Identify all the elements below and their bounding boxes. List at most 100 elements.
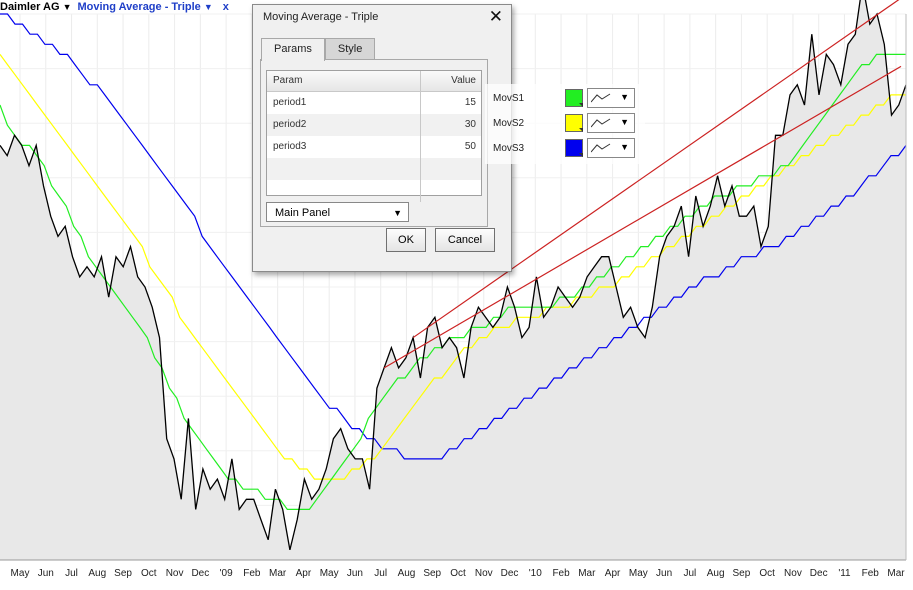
chevron-down-icon: ▼ [620, 92, 629, 102]
color-swatch[interactable] [565, 139, 583, 157]
param-name: period2 [267, 114, 421, 136]
cancel-button[interactable]: Cancel [435, 228, 495, 252]
moving-average-dialog: Moving Average - Triple ✕ Params Style P… [252, 4, 512, 272]
x-tick-label: Nov [166, 568, 184, 579]
chart-toolbar: Daimler AG ▼ Moving Average - Triple ▼ x [0, 0, 229, 14]
x-tick-label: Jun [347, 568, 363, 579]
study-label: Moving Average - Triple [77, 1, 201, 13]
empty-cell [421, 180, 481, 202]
x-tick-label: Jul [65, 568, 78, 579]
x-tick-label: May [320, 568, 339, 579]
resistance-trendline [412, 0, 900, 339]
table-row [267, 158, 481, 180]
x-tick-label: May [629, 568, 648, 579]
x-tick-label: Mar [578, 568, 596, 579]
line-style-icon [591, 143, 611, 153]
chevron-down-icon: ▼ [393, 208, 402, 218]
x-tick-label: Jun [38, 568, 54, 579]
params-panel: Param Value period1 15 period2 30 period… [260, 59, 488, 227]
param-name: period1 [267, 92, 421, 114]
empty-cell [267, 180, 421, 202]
empty-cell [421, 158, 481, 180]
x-tick-label: '11 [838, 568, 851, 579]
x-tick-label: Oct [759, 568, 775, 579]
color-swatch[interactable] [565, 114, 583, 132]
symbol-label: Daimler AG [0, 1, 60, 13]
line-style-icon [591, 118, 611, 128]
x-tick-label: Mar [269, 568, 287, 579]
x-tick-label: Oct [450, 568, 466, 579]
value-column-header[interactable]: Value [451, 75, 476, 86]
params-table: Param Value period1 15 period2 30 period… [266, 70, 482, 202]
support-trendline [383, 65, 902, 369]
color-swatch[interactable] [565, 89, 583, 107]
remove-study-button[interactable]: x [222, 1, 229, 13]
param-name: period3 [267, 136, 421, 158]
table-row[interactable]: period2 30 [267, 114, 481, 136]
x-tick-label: Feb [552, 568, 570, 579]
x-tick-label: May [11, 568, 30, 579]
x-tick-label: Aug [707, 568, 725, 579]
table-row [267, 180, 481, 202]
param-value[interactable]: 50 [464, 141, 476, 152]
series-style-panel: MovS1 ▼ MovS2 ▼ MovS3 ▼ [485, 84, 645, 164]
line-style-select[interactable]: ▼ [587, 113, 635, 133]
x-tick-label: '09 [220, 568, 233, 579]
line-style-select[interactable]: ▼ [587, 138, 635, 158]
table-row[interactable]: period1 15 [267, 92, 481, 114]
x-tick-label: '10 [529, 568, 542, 579]
close-icon[interactable]: ✕ [488, 7, 503, 26]
chevron-down-icon: ▼ [620, 142, 629, 152]
series-style-row: MovS2 ▼ [493, 112, 635, 134]
x-tick-label: Jun [656, 568, 672, 579]
series-style-row: MovS1 ▼ [493, 87, 635, 109]
x-tick-label: Nov [784, 568, 802, 579]
line-style-icon [591, 93, 611, 103]
x-tick-label: Mar [887, 568, 905, 579]
price-area [0, 0, 906, 560]
param-column-header[interactable]: Param [267, 71, 421, 91]
line-style-select[interactable]: ▼ [587, 88, 635, 108]
x-tick-label: Sep [114, 568, 132, 579]
symbol-selector[interactable]: Daimler AG ▼ [0, 1, 72, 13]
study-selector[interactable]: Moving Average - Triple ▼ [78, 1, 213, 13]
x-tick-label: Oct [141, 568, 157, 579]
x-tick-label: Feb [243, 568, 261, 579]
series-label: MovS2 [493, 117, 525, 129]
x-tick-label: Aug [88, 568, 106, 579]
x-tick-label: Apr [605, 568, 621, 579]
x-tick-label: Sep [733, 568, 751, 579]
series-label: MovS1 [493, 92, 525, 104]
chevron-down-icon: ▼ [62, 2, 72, 12]
empty-cell [267, 158, 421, 180]
ok-button[interactable]: OK [386, 228, 426, 252]
series-line-daimler-ag [0, 0, 907, 551]
panel-select-value: Main Panel [275, 207, 331, 219]
x-tick-label: Apr [296, 568, 312, 579]
x-tick-label: Dec [810, 568, 828, 579]
x-tick-label: Feb [862, 568, 880, 579]
panel-select[interactable]: Main Panel ▼ [266, 202, 409, 222]
tab-style[interactable]: Style [324, 38, 376, 59]
table-row[interactable]: period3 50 [267, 136, 481, 158]
x-tick-label: Dec [191, 568, 209, 579]
x-tick-label: Jul [683, 568, 696, 579]
series-line-movs2 [0, 54, 906, 480]
dialog-tabs: Params Style [261, 38, 376, 61]
table-header: Param Value [267, 71, 481, 92]
x-tick-label: Jul [374, 568, 387, 579]
tab-params[interactable]: Params [261, 38, 325, 61]
x-tick-label: Dec [501, 568, 519, 579]
dialog-title: Moving Average - Triple [263, 11, 379, 23]
chevron-down-icon: ▼ [203, 2, 213, 12]
series-line-movs3 [0, 13, 907, 460]
chevron-down-icon: ▼ [620, 117, 629, 127]
series-style-row: MovS3 ▼ [493, 137, 635, 159]
param-value[interactable]: 30 [464, 119, 476, 130]
x-tick-label: Nov [475, 568, 493, 579]
param-value[interactable]: 15 [464, 97, 476, 108]
series-label: MovS3 [493, 142, 525, 154]
x-tick-label: Sep [423, 568, 441, 579]
series-line-movs1 [0, 53, 906, 510]
x-tick-label: Aug [398, 568, 416, 579]
